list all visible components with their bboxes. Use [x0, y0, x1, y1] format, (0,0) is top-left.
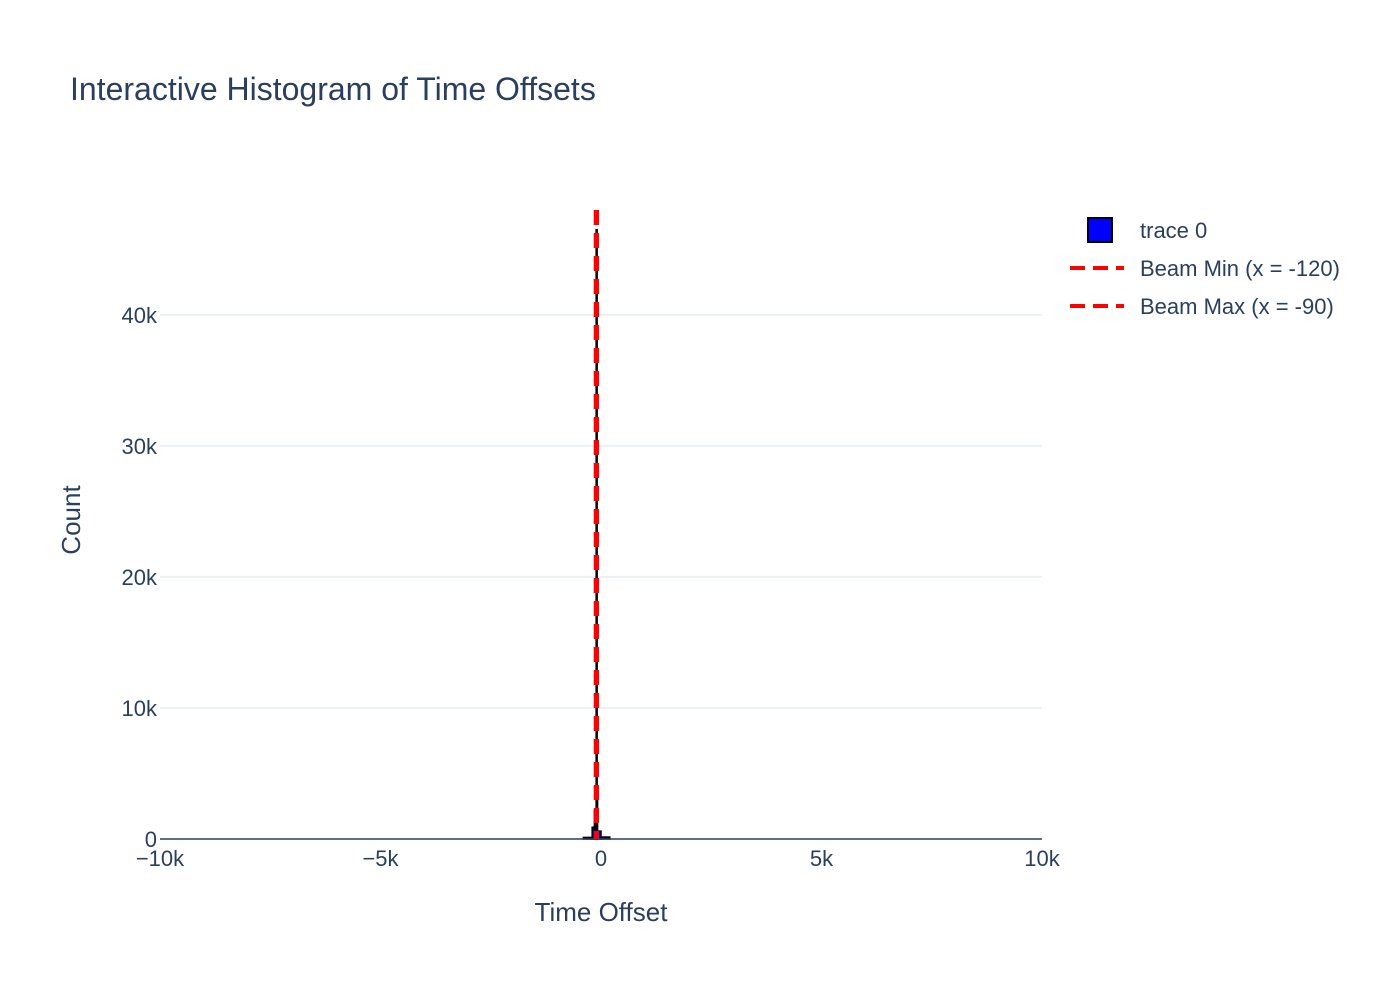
y-tick-label: 20k [122, 565, 158, 590]
x-tick-label: −5k [362, 846, 399, 871]
x-tick-label: −10k [136, 846, 185, 871]
legend-item[interactable]: Beam Min (x = -120) [1070, 256, 1340, 281]
y-tick-label: 30k [122, 434, 158, 459]
chart-title: Interactive Histogram of Time Offsets [70, 71, 596, 107]
y-tick-label: 0 [145, 827, 157, 852]
y-axis-title: Count [56, 485, 86, 555]
x-tick-labels: −10k −5k 0 5k 10k [136, 846, 1061, 871]
legend-label: Beam Max (x = -90) [1140, 294, 1334, 319]
legend-swatch [1087, 217, 1113, 243]
x-tick-label: 0 [595, 846, 607, 871]
y-tick-labels: 0 10k 20k 30k 40k [122, 303, 158, 852]
legend-item[interactable]: trace 0 [1087, 217, 1207, 243]
legend[interactable]: trace 0 Beam Min (x = -120) Beam Max (x = … [1070, 217, 1340, 319]
x-axis-title: Time Offset [535, 897, 669, 927]
beam-lines [593, 210, 600, 839]
grid-lines [160, 313, 1042, 709]
x-tick-label: 10k [1024, 846, 1060, 871]
y-tick-label: 40k [122, 303, 158, 328]
legend-label: trace 0 [1140, 218, 1207, 243]
y-tick-label: 10k [122, 696, 158, 721]
legend-item[interactable]: Beam Max (x = -90) [1070, 294, 1334, 319]
x-tick-label: 5k [810, 846, 834, 871]
legend-label: Beam Min (x = -120) [1140, 256, 1340, 281]
